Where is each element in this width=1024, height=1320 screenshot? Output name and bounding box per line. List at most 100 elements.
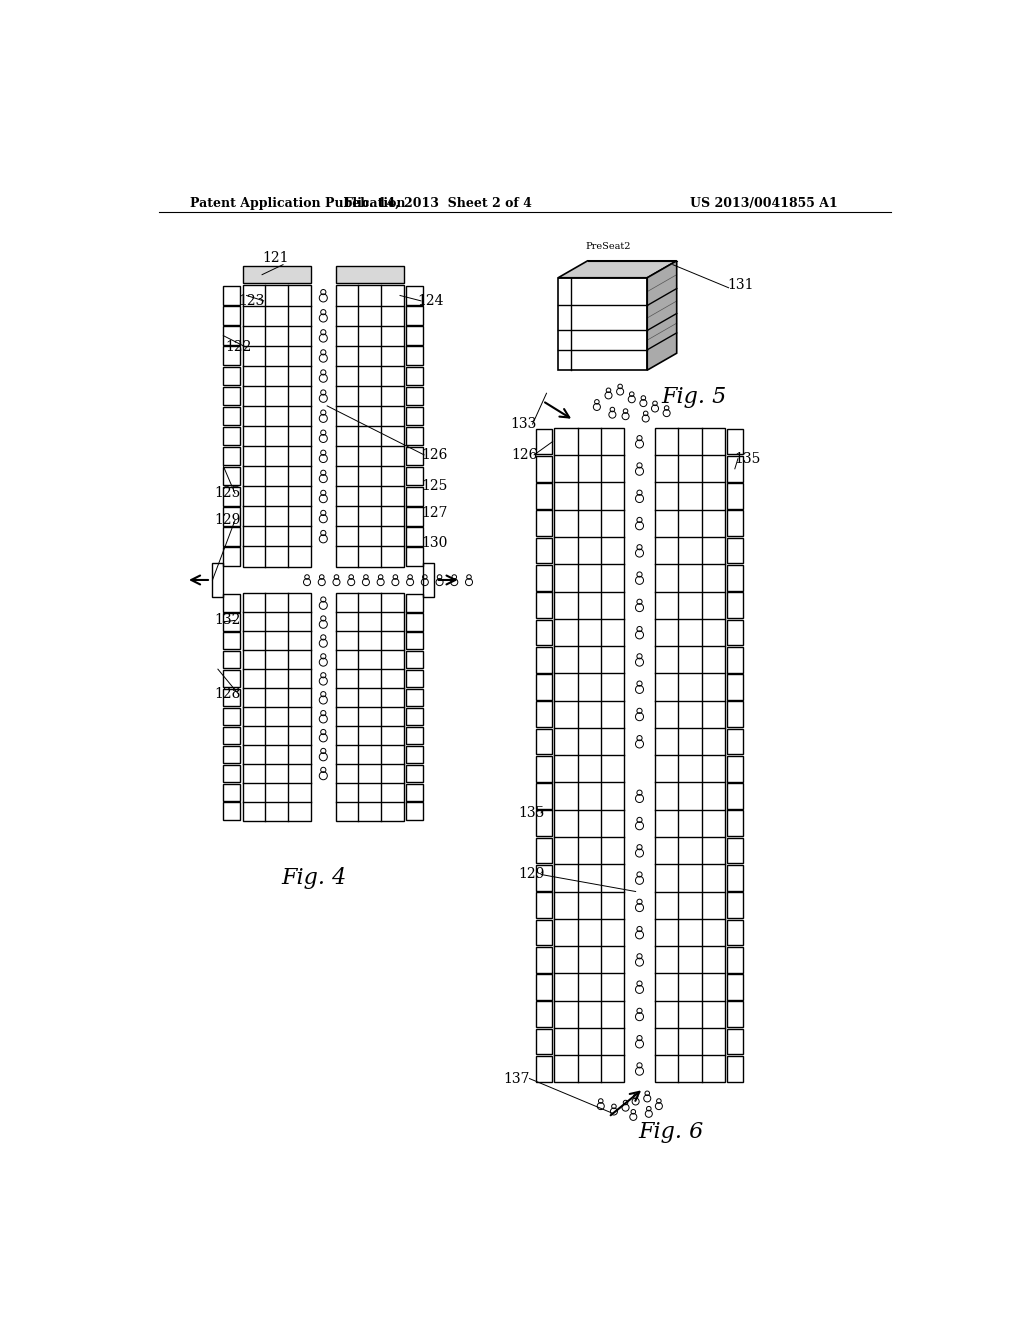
- Text: 123: 123: [239, 294, 265, 308]
- Bar: [537, 429, 552, 454]
- Bar: [727, 1056, 742, 1081]
- Bar: [537, 647, 552, 673]
- Bar: [223, 467, 241, 486]
- Bar: [537, 946, 552, 973]
- Bar: [407, 614, 423, 631]
- Bar: [537, 974, 552, 999]
- Bar: [407, 407, 423, 425]
- Bar: [558, 277, 647, 370]
- Bar: [223, 727, 241, 744]
- Text: Fig. 4: Fig. 4: [282, 867, 347, 890]
- Bar: [407, 387, 423, 405]
- Bar: [727, 483, 742, 510]
- Bar: [223, 367, 241, 385]
- Bar: [223, 803, 241, 820]
- Bar: [727, 729, 742, 754]
- Bar: [537, 783, 552, 809]
- Bar: [537, 729, 552, 754]
- Bar: [407, 487, 423, 506]
- Bar: [727, 647, 742, 673]
- Bar: [537, 756, 552, 781]
- Text: 129: 129: [214, 513, 241, 527]
- Bar: [223, 346, 241, 364]
- Bar: [407, 708, 423, 725]
- Bar: [727, 1002, 742, 1027]
- Bar: [336, 285, 403, 566]
- Text: 121: 121: [262, 252, 289, 265]
- Bar: [407, 286, 423, 305]
- Bar: [727, 892, 742, 917]
- Bar: [336, 267, 403, 284]
- Bar: [727, 537, 742, 564]
- Bar: [554, 428, 624, 1082]
- Bar: [423, 562, 434, 597]
- Bar: [537, 892, 552, 917]
- Bar: [727, 593, 742, 618]
- Text: 132: 132: [214, 614, 241, 627]
- Bar: [537, 511, 552, 536]
- Bar: [407, 784, 423, 801]
- Bar: [407, 746, 423, 763]
- Bar: [223, 594, 241, 611]
- Bar: [407, 651, 423, 668]
- Bar: [537, 1028, 552, 1055]
- Text: 125: 125: [214, 486, 241, 500]
- Text: 128: 128: [214, 686, 241, 701]
- Text: 126: 126: [512, 447, 538, 462]
- Bar: [537, 810, 552, 836]
- Bar: [223, 487, 241, 506]
- Bar: [537, 838, 552, 863]
- Bar: [537, 1056, 552, 1081]
- Bar: [727, 701, 742, 727]
- Bar: [407, 764, 423, 781]
- Bar: [727, 810, 742, 836]
- Bar: [223, 764, 241, 781]
- Polygon shape: [558, 261, 677, 277]
- Text: 125: 125: [421, 479, 447, 492]
- Bar: [407, 671, 423, 688]
- Text: 126: 126: [421, 447, 447, 462]
- Text: 129: 129: [518, 867, 544, 882]
- Text: Fig. 5: Fig. 5: [662, 385, 726, 408]
- Bar: [727, 783, 742, 809]
- Bar: [223, 527, 241, 545]
- Bar: [407, 367, 423, 385]
- Bar: [223, 784, 241, 801]
- Bar: [537, 865, 552, 891]
- Bar: [223, 326, 241, 345]
- Bar: [727, 511, 742, 536]
- Bar: [655, 428, 725, 1082]
- Bar: [407, 507, 423, 525]
- Bar: [727, 455, 742, 482]
- Text: US 2013/0041855 A1: US 2013/0041855 A1: [689, 197, 838, 210]
- Bar: [727, 565, 742, 591]
- Bar: [407, 689, 423, 706]
- Bar: [223, 426, 241, 445]
- Bar: [537, 675, 552, 700]
- Bar: [243, 267, 311, 284]
- Bar: [727, 429, 742, 454]
- Bar: [223, 746, 241, 763]
- Bar: [407, 306, 423, 325]
- Bar: [223, 387, 241, 405]
- Bar: [223, 286, 241, 305]
- Bar: [407, 632, 423, 649]
- Text: PreSeat2: PreSeat2: [586, 243, 631, 251]
- Bar: [223, 708, 241, 725]
- Bar: [727, 675, 742, 700]
- Bar: [537, 920, 552, 945]
- Text: 135: 135: [518, 807, 544, 820]
- Bar: [407, 594, 423, 611]
- Bar: [223, 614, 241, 631]
- Text: 124: 124: [417, 294, 443, 308]
- Bar: [407, 727, 423, 744]
- Bar: [537, 565, 552, 591]
- Bar: [537, 537, 552, 564]
- Text: 130: 130: [421, 536, 447, 550]
- Bar: [727, 946, 742, 973]
- Bar: [537, 593, 552, 618]
- Bar: [223, 548, 241, 566]
- Bar: [727, 920, 742, 945]
- Bar: [407, 467, 423, 486]
- Text: 137: 137: [504, 1072, 530, 1085]
